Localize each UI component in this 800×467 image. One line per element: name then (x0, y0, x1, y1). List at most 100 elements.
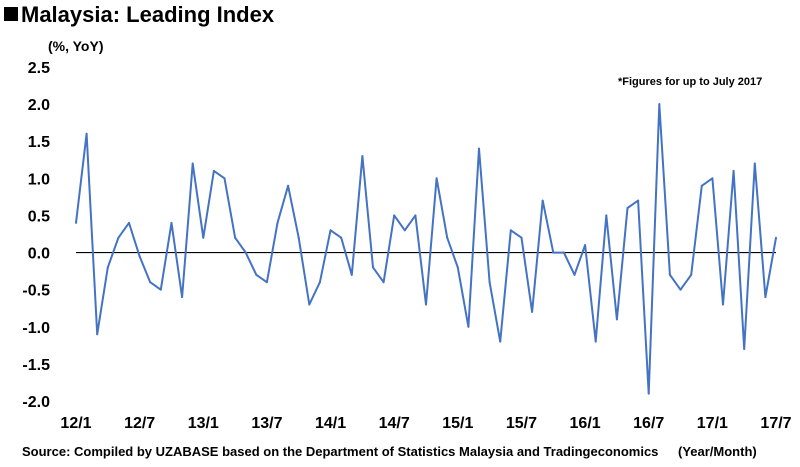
data-point (371, 266, 374, 269)
data-point (318, 281, 321, 284)
x-tick-label: 16/7 (633, 415, 664, 432)
data-point (414, 214, 417, 217)
data-point (467, 325, 470, 328)
data-point (605, 214, 608, 217)
data-point (541, 199, 544, 202)
y-tick-label: 0.5 (28, 208, 50, 225)
data-point (584, 244, 587, 247)
data-point (202, 236, 205, 239)
data-point (637, 199, 640, 202)
data-point (775, 236, 777, 239)
chart-title-text: Malaysia: Leading Index (21, 2, 275, 27)
data-point (425, 303, 427, 306)
data-point (403, 229, 406, 232)
title-square-icon (4, 7, 18, 21)
y-tick-label: 2.5 (28, 60, 50, 77)
data-point (128, 221, 131, 224)
data-point (435, 177, 438, 180)
y-tick-label: -2.0 (22, 394, 50, 411)
data-point (340, 236, 343, 239)
data-point (170, 221, 173, 224)
data-point (350, 273, 353, 276)
chart-note: *Figures for up to July 2017 (618, 76, 763, 88)
data-point (509, 229, 512, 232)
chart-title: Malaysia: Leading Index (4, 2, 274, 28)
x-tick-label: 14/1 (315, 415, 346, 432)
data-point (478, 147, 481, 150)
data-point (287, 184, 290, 187)
series-points (75, 103, 777, 395)
data-point (181, 296, 184, 299)
y-tick-label: -1.0 (22, 320, 50, 337)
y-tick-label: -1.5 (22, 357, 50, 374)
data-point (382, 281, 385, 284)
data-point (212, 169, 215, 172)
data-point (393, 214, 396, 217)
y-axis-ticks: 2.5 2.0 1.5 1.0 0.5 0.0 -0.5 -1.0 -1.5 -2.0 (22, 60, 50, 411)
data-point (446, 236, 449, 239)
data-point (75, 221, 77, 224)
x-tick-label: 13/7 (251, 415, 282, 432)
data-point (244, 251, 247, 254)
data-point (732, 169, 735, 172)
data-point (626, 207, 629, 210)
x-tick-label: 15/7 (506, 415, 537, 432)
data-point (138, 255, 141, 258)
data-point (106, 266, 109, 269)
x-tick-label: 12/7 (124, 415, 155, 432)
data-point (159, 288, 162, 291)
x-tick-label: 17/7 (760, 415, 791, 432)
x-tick-label: 16/1 (570, 415, 601, 432)
data-point (743, 348, 746, 351)
data-point (520, 236, 523, 239)
x-axis-ticks: 12/1 12/7 13/1 13/7 14/1 14/7 15/1 15/7 16/1 16/7… (60, 415, 791, 432)
x-tick-label: 17/1 (697, 415, 728, 432)
data-point (255, 273, 258, 276)
data-point (562, 251, 565, 254)
data-point (276, 221, 279, 224)
data-point (679, 288, 682, 291)
data-point (96, 333, 99, 336)
x-axis-unit: (Year/Month) (678, 444, 757, 459)
data-point (711, 177, 714, 180)
y-tick-label: 0.0 (28, 246, 50, 263)
source-note: Source: Compiled by UZABASE based on the… (22, 444, 659, 459)
x-tick-label: 13/1 (188, 415, 219, 432)
data-point (488, 281, 491, 284)
series-line (75, 103, 777, 395)
y-axis-unit: (%, YoY) (48, 38, 104, 54)
data-point (594, 340, 597, 343)
data-point (700, 184, 703, 187)
data-point (690, 273, 693, 276)
data-point (499, 340, 502, 343)
data-point (658, 103, 661, 106)
data-point (721, 303, 724, 306)
data-point (234, 236, 237, 239)
data-point (85, 132, 88, 135)
y-tick-label: 1.5 (28, 134, 50, 151)
data-point (223, 177, 226, 180)
x-tick-label: 14/7 (379, 415, 410, 432)
data-point (753, 162, 756, 165)
data-point (531, 310, 534, 313)
data-point (615, 318, 618, 321)
data-point (308, 303, 311, 306)
data-point (297, 236, 300, 239)
data-point (647, 392, 650, 395)
y-tick-label: 2.0 (28, 97, 50, 114)
x-tick-label: 12/1 (60, 415, 91, 432)
data-point (361, 155, 364, 158)
data-point (329, 229, 332, 232)
data-point (191, 162, 194, 165)
data-point (265, 281, 268, 284)
x-tick-label: 15/1 (442, 415, 473, 432)
y-tick-label: -0.5 (22, 283, 50, 300)
data-point (764, 296, 767, 299)
y-tick-label: 1.0 (28, 171, 50, 188)
data-point (573, 273, 576, 276)
data-point (668, 273, 671, 276)
data-point (117, 236, 120, 239)
data-point (149, 281, 152, 284)
data-point (456, 266, 459, 269)
